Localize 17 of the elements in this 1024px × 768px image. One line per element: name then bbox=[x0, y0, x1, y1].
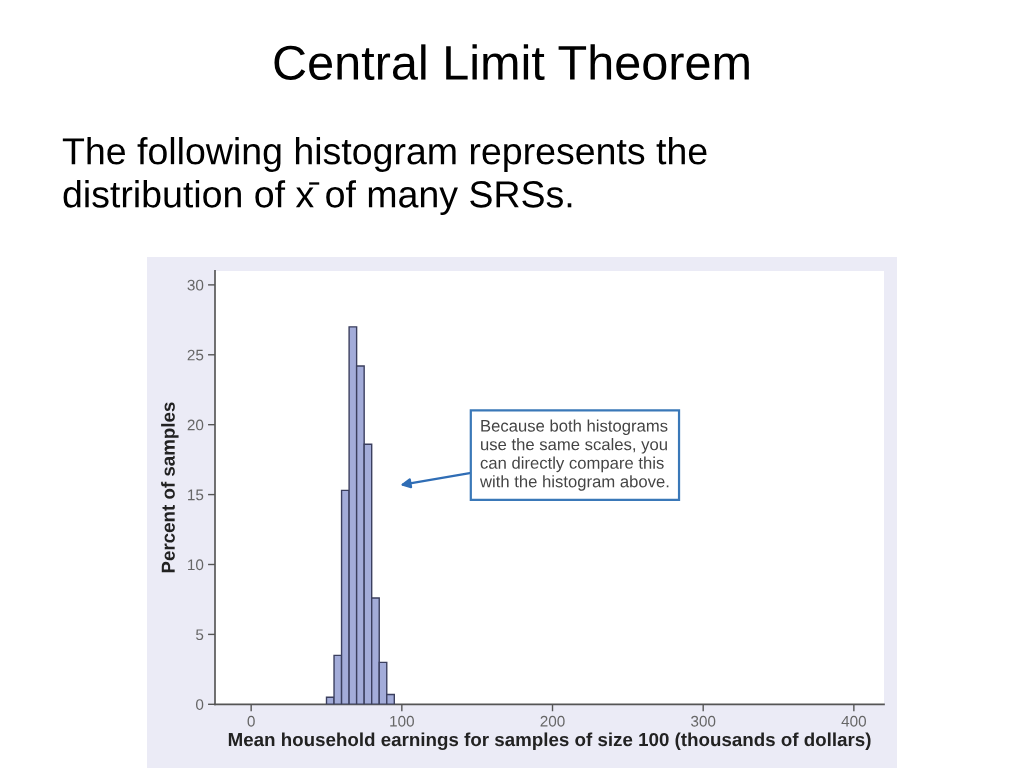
y-tick-label: 30 bbox=[187, 279, 204, 291]
x-tick-label: 400 bbox=[841, 715, 867, 727]
x-axis-title: Mean household earnings for samples of size 100 (thousands of dollars) bbox=[228, 732, 871, 750]
x-tick-label: 200 bbox=[540, 715, 565, 727]
y-tick-label: 15 bbox=[188, 489, 204, 501]
y-tick-label: 25 bbox=[187, 349, 204, 361]
y-tick-label: 0 bbox=[195, 699, 204, 710]
y-tick-label: 5 bbox=[196, 629, 204, 641]
y-axis-title: Percent of samples bbox=[161, 402, 179, 573]
x-tick-label: 100 bbox=[390, 715, 414, 727]
annotation: Because both histograms use the same scales, you can directly compare this with the histogram above. bbox=[479, 419, 669, 491]
x-tick-label: 300 bbox=[691, 715, 716, 727]
chart-title: Central Limit Theorem bbox=[274, 44, 749, 81]
y-tick-label: 20 bbox=[187, 419, 204, 431]
x-tick-label: 0 bbox=[247, 715, 255, 727]
y-tick-label: 10 bbox=[188, 559, 204, 571]
chart-subtitle: The following histogram represents the distribution of x̄ of many SRSs. bbox=[62, 137, 707, 216]
